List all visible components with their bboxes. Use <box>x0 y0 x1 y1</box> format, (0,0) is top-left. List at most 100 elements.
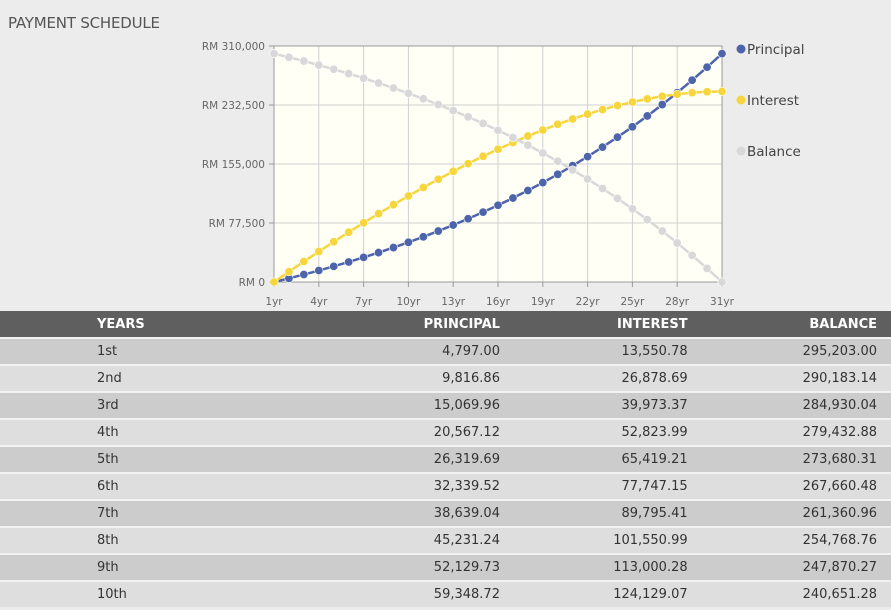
year-cell: 1st <box>0 337 256 365</box>
legend-marker-balance <box>736 146 746 156</box>
data-point-interest <box>657 91 667 101</box>
data-point-principal <box>478 207 488 217</box>
data-point-interest <box>493 144 503 154</box>
interest-cell: 39,973.37 <box>499 391 688 419</box>
data-point-principal <box>359 252 369 262</box>
data-point-balance <box>612 193 622 203</box>
data-point-principal <box>627 122 637 132</box>
data-point-balance <box>583 174 593 184</box>
interest-cell: 101,550.99 <box>499 526 688 554</box>
principal-cell: 52,129.73 <box>255 553 500 581</box>
balance-cell: 247,870.27 <box>687 553 891 581</box>
data-point-interest <box>717 86 727 96</box>
table-header-row: YEARS PRINCIPAL INTEREST BALANCE <box>0 311 891 338</box>
data-point-interest <box>553 119 563 129</box>
table-row: 9th 52,129.73 113,000.28 247,870.27 <box>0 553 891 581</box>
principal-cell: 38,639.04 <box>255 499 500 527</box>
balance-cell: 273,680.31 <box>687 445 891 473</box>
data-point-principal <box>583 152 593 162</box>
data-point-balance <box>269 49 279 59</box>
principal-cell: 9,816.86 <box>255 364 500 392</box>
year-cell: 10th <box>0 580 256 607</box>
data-point-interest <box>448 166 458 176</box>
balance-cell: 290,183.14 <box>687 364 891 392</box>
header-balance: BALANCE <box>687 311 891 338</box>
data-point-principal <box>374 248 384 258</box>
data-point-interest <box>463 159 473 169</box>
x-tick-label: 7yr <box>355 296 373 308</box>
interest-cell: 52,823.99 <box>499 418 688 446</box>
data-point-interest <box>314 247 324 257</box>
legend-marker-principal <box>736 44 746 54</box>
table-row: 2nd 9,816.86 26,878.69 290,183.14 <box>0 364 891 392</box>
x-tick-label: 13yr <box>441 296 466 308</box>
year-cell: 3rd <box>0 391 256 419</box>
year-cell: 9th <box>0 553 256 581</box>
data-point-principal <box>598 142 608 152</box>
interest-cell: 124,129.07 <box>499 580 688 607</box>
legend-label-principal: Principal <box>747 42 805 58</box>
table-row: 6th 32,339.52 77,747.15 267,660.48 <box>0 472 891 500</box>
data-point-principal <box>344 257 354 267</box>
table-row: 1st 4,797.00 13,550.78 295,203.00 <box>0 337 891 365</box>
data-point-balance <box>493 125 503 135</box>
data-point-balance <box>642 215 652 225</box>
data-point-interest <box>538 125 548 135</box>
balance-cell: 295,203.00 <box>687 337 891 365</box>
plot-border <box>273 45 723 283</box>
year-cell: 5th <box>0 445 256 473</box>
balance-cell: 261,360.96 <box>687 499 891 527</box>
data-point-principal <box>538 178 548 188</box>
data-point-balance <box>314 60 324 70</box>
data-point-balance <box>672 238 682 248</box>
data-point-principal <box>523 185 533 195</box>
x-tick-label: 31yr <box>710 296 735 308</box>
data-point-balance <box>553 156 563 166</box>
data-point-balance <box>508 133 518 143</box>
data-point-principal <box>448 220 458 230</box>
data-point-principal <box>657 100 667 110</box>
year-cell: 7th <box>0 499 256 527</box>
data-point-interest <box>583 109 593 119</box>
data-point-principal <box>299 270 309 280</box>
year-cell: 2nd <box>0 364 256 392</box>
legend-marker-interest <box>736 95 746 105</box>
data-point-interest <box>374 209 384 219</box>
y-tick-label: RM 155,000 <box>202 159 265 171</box>
interest-cell: 13,550.78 <box>499 337 688 365</box>
data-point-balance <box>538 148 548 158</box>
table-row: 7th 38,639.04 89,795.41 261,360.96 <box>0 499 891 527</box>
page-title: PAYMENT SCHEDULE <box>8 14 160 32</box>
table-row: 10th 59,348.72 124,129.07 240,651.28 <box>0 580 891 607</box>
x-tick-label: 16yr <box>486 296 511 308</box>
payment-schedule-table: YEARS PRINCIPAL INTEREST BALANCE 1st 4,79… <box>0 311 891 607</box>
interest-cell: 77,747.15 <box>499 472 688 500</box>
year-cell: 6th <box>0 472 256 500</box>
header-interest: INTEREST <box>499 311 688 338</box>
data-point-principal <box>493 200 503 210</box>
x-tick-label: 28yr <box>665 296 690 308</box>
data-point-balance <box>284 52 294 62</box>
interest-cell: 26,878.69 <box>499 364 688 392</box>
data-point-interest <box>478 151 488 161</box>
y-tick-label: RM 310,000 <box>202 41 265 53</box>
data-point-interest <box>568 114 578 124</box>
principal-cell: 32,339.52 <box>255 472 500 500</box>
data-point-principal <box>329 261 339 271</box>
data-point-principal <box>314 266 324 276</box>
data-point-principal <box>388 243 398 253</box>
data-point-interest <box>672 89 682 99</box>
principal-cell: 4,797.00 <box>255 337 500 365</box>
data-point-interest <box>418 183 428 193</box>
data-point-interest <box>359 218 369 228</box>
data-point-principal <box>687 75 697 85</box>
data-point-balance <box>359 73 369 83</box>
data-point-balance <box>598 183 608 193</box>
data-point-balance <box>403 88 413 98</box>
data-point-balance <box>523 140 533 150</box>
data-point-principal <box>702 62 712 72</box>
data-point-interest <box>642 94 652 104</box>
data-point-balance <box>299 56 309 66</box>
data-point-balance <box>329 64 339 74</box>
data-point-balance <box>568 165 578 175</box>
